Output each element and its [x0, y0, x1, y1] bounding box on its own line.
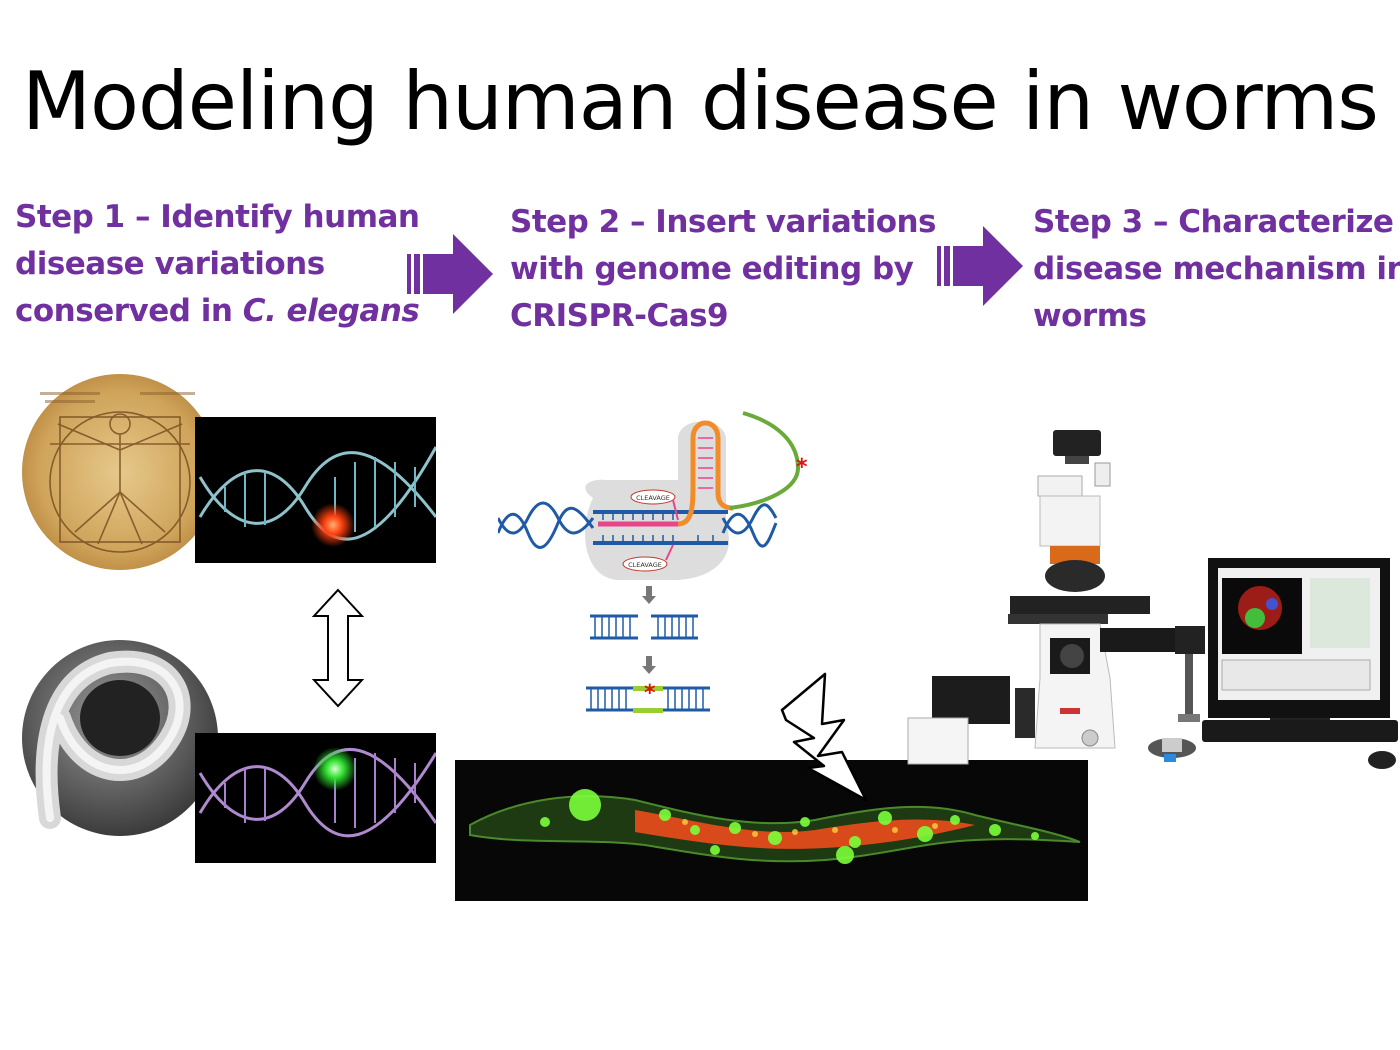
step-2-line-1: Step 2 – Insert variations [510, 204, 937, 240]
step-2-line-2: with genome editing by [510, 251, 914, 287]
cleavage-label-top: CLEAVAGE [636, 494, 670, 502]
step-3-line-2: disease mechanism in [1033, 251, 1400, 287]
crispr-cas9-diagram: * CLEAVAGE CLEAVAGE * [498, 411, 808, 713]
repaired-dna: * [586, 681, 710, 713]
donor-dna-strand [729, 411, 801, 510]
down-arrow-icon [642, 586, 656, 604]
page-title: Modeling human disease in worms [22, 55, 1379, 148]
vitruvian-man-image [22, 374, 218, 570]
human-dna-image [195, 417, 436, 563]
microscope-stage [1010, 596, 1150, 614]
lightning-bolt-icon [780, 672, 868, 802]
step-1-line-2: disease variations [15, 246, 325, 282]
microscope-workstation-image [907, 430, 1398, 769]
step-arrow-1 [407, 234, 493, 314]
step-3-line-3: worms [1033, 298, 1147, 334]
keyboard [1202, 720, 1398, 742]
step-3-line-1: Step 3 – Characterize [1033, 204, 1394, 240]
down-arrow-icon [642, 656, 656, 674]
species-name: C. elegans [242, 293, 420, 329]
step-2-text: Step 2 – Insert variations with genome e… [510, 199, 937, 340]
step-arrow-2 [937, 226, 1023, 306]
cut-dna-pieces [590, 614, 698, 640]
step-3-text: Step 3 – Characterize disease mechanism … [1033, 199, 1400, 340]
step-1-text: Step 1 – Identify human disease variatio… [15, 194, 420, 335]
worm-dna-image [195, 733, 436, 863]
step-1-line-1: Step 1 – Identify human [15, 199, 420, 235]
cleavage-label-bottom: CLEAVAGE [628, 561, 662, 569]
step-1-line-3-prefix: conserved in [15, 293, 243, 329]
fluorescent-worm-image [455, 760, 1088, 901]
dna-helix-right [721, 503, 778, 548]
worm-sem-image [22, 640, 218, 836]
camera-box [932, 676, 1010, 724]
mouse [1368, 751, 1396, 769]
lamp-housing [1053, 430, 1101, 456]
mutation-marker-top: * [796, 455, 808, 480]
step-1-line-3: conserved in C. elegans [15, 288, 420, 335]
dna-helix-left [498, 501, 595, 549]
objective-turret [1050, 546, 1100, 564]
double-arrow-icon [312, 588, 364, 708]
guide-rna-scaffold [677, 420, 734, 527]
step-2-line-3: CRISPR-Cas9 [510, 298, 729, 334]
mutation-marker-bottom: * [644, 681, 656, 706]
